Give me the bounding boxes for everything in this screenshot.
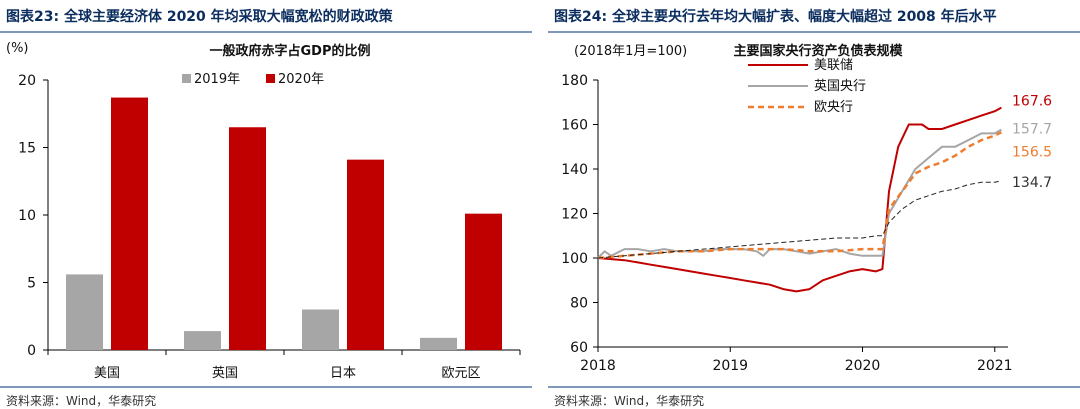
source-rule	[548, 386, 1080, 388]
end-value-label-0: 167.6	[1012, 94, 1052, 110]
x-tick-label: 英国	[212, 366, 238, 381]
figure-title: 图表23: 全球主要经济体 2020 年均采取大幅宽松的财政政策	[6, 9, 393, 25]
bar-chart: (%) 一般政府赤字占GDP的比例 2019年 2020年 0 5 10 15 20 美国 英国 日本…	[6, 41, 521, 381]
source-note: 资料来源：Wind，华泰研究	[554, 394, 705, 408]
title-rule	[0, 31, 532, 33]
x-tick-label: 2018	[580, 358, 616, 374]
bar-s2020-2	[347, 159, 384, 350]
y-tick-label: 180	[561, 73, 588, 89]
y-tick-label: 20	[18, 73, 36, 89]
x-tick-label: 美国	[94, 366, 120, 381]
bar-s2019-1	[184, 331, 221, 350]
y-tick-label: 120	[561, 207, 588, 223]
x-tick-label: 欧元区	[441, 366, 480, 381]
end-value-label-1: 157.7	[1012, 122, 1052, 138]
source-note: 资料来源：Wind，华泰研究	[6, 394, 157, 408]
x-tick-label: 2019	[712, 358, 748, 374]
figure-24: 图表24: 全球主要央行去年均大幅扩表、幅度大幅超过 2008 年后水平 (20…	[548, 0, 1080, 409]
y-tick-label: 160	[561, 118, 588, 134]
y-tick-label: 10	[18, 208, 36, 224]
legend-swatch-1	[266, 74, 275, 83]
series-line-1	[597, 128, 1002, 259]
legend-label-0: 美联储	[814, 58, 853, 73]
bar-s2019-2	[302, 309, 339, 350]
bar-s2020-0	[111, 97, 148, 350]
x-tick-label: 2021	[977, 358, 1013, 374]
y-tick-label: 100	[561, 251, 588, 267]
title-rule	[548, 31, 1080, 33]
y-tick-label: 5	[27, 276, 36, 292]
chart-title: 主要国家央行资产负债表规模	[733, 43, 903, 59]
bar-s2019-3	[420, 337, 457, 350]
y-tick-label: 140	[561, 162, 588, 178]
figure-title: 图表24: 全球主要央行去年均大幅扩表、幅度大幅超过 2008 年后水平	[554, 9, 997, 25]
chart-title: 一般政府赤字占GDP的比例	[210, 43, 371, 59]
legend-swatch-0	[182, 74, 191, 83]
y-axis-label: (%)	[6, 41, 29, 56]
bar-s2020-3	[465, 213, 502, 350]
legend-label-1: 2020年	[278, 72, 324, 87]
figure-23: 图表23: 全球主要经济体 2020 年均采取大幅宽松的财政政策 (%) 一般政府…	[0, 0, 532, 409]
series-line-0	[597, 106, 1002, 293]
legend-label-1: 英国央行	[814, 79, 866, 94]
line-chart: (2018年1月=100) 主要国家央行资产负债表规模 60 80 100 120 140 1…	[561, 43, 1052, 374]
series-line-2	[597, 131, 1002, 260]
y-axis-label: (2018年1月=100)	[574, 44, 687, 59]
source-rule	[0, 386, 532, 388]
y-tick-label: 15	[18, 141, 36, 157]
end-value-label-3: 134.7	[1012, 175, 1052, 191]
bar-s2019-0	[66, 274, 103, 350]
y-tick-label: 0	[27, 343, 36, 359]
x-tick-label: 2020	[845, 358, 881, 374]
end-value-label-2: 156.5	[1012, 144, 1052, 160]
series-line-3	[597, 180, 1002, 259]
bar-s2020-1	[229, 127, 266, 350]
legend-label-0: 2019年	[194, 72, 240, 87]
legend-label-2: 欧央行	[814, 100, 853, 115]
y-tick-label: 60	[570, 340, 588, 356]
x-tick-label: 日本	[330, 366, 356, 381]
y-tick-label: 80	[570, 296, 588, 312]
